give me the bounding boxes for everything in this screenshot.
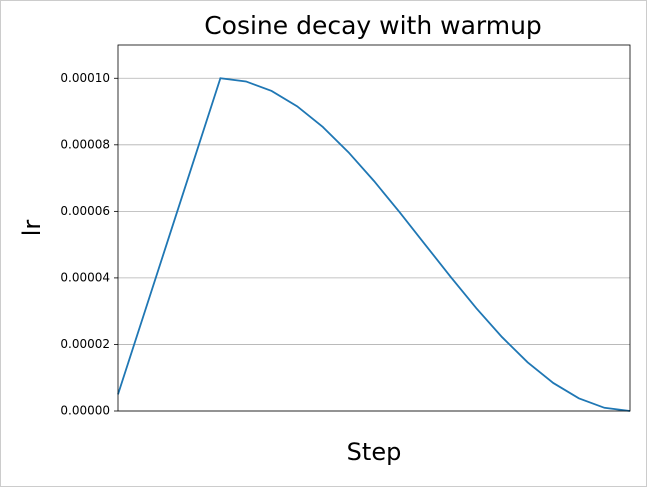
y-tick-label: 0.00000 [60,404,110,418]
x-axis-label: Step [347,438,402,466]
y-tick-label: 0.00002 [60,337,110,351]
y-tick-label: 0.00010 [60,71,110,85]
y-axis-label: lr [18,220,46,237]
line [117,77,631,412]
y-tick-label: 0.00004 [60,270,110,284]
chart-title: Cosine decay with warmup [204,11,542,40]
y-tick-label: 0.00008 [60,137,110,151]
plot-frame [117,44,631,412]
y-tick-label: 0.00006 [60,204,110,218]
